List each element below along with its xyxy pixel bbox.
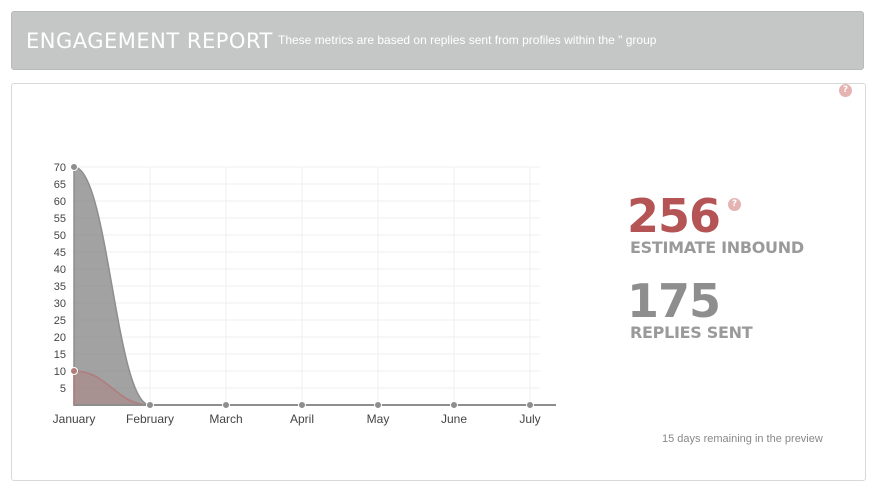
chart-labels: 5 10 15 20 25 30 35 40 45 50 55 60 65 70 January Februa…: [53, 162, 541, 426]
y-tick-label: 35: [54, 281, 66, 293]
y-tick-label: 50: [54, 230, 66, 242]
data-point: [146, 401, 154, 409]
y-tick-label: 65: [54, 179, 66, 191]
report-header: ENGAGEMENT REPORT These metrics are base…: [11, 11, 864, 70]
estimate-help-icon[interactable]: ?: [728, 198, 741, 211]
y-tick-label: 30: [54, 298, 66, 310]
y-tick-label: 60: [54, 196, 66, 208]
x-tick-label: July: [519, 412, 540, 426]
help-icon[interactable]: ?: [839, 84, 852, 97]
y-tick-label: 15: [54, 349, 66, 361]
data-point: [298, 401, 306, 409]
x-tick-label: January: [53, 412, 96, 426]
y-tick-label: 5: [60, 383, 66, 395]
page-subtitle: These metrics are based on replies sent …: [278, 33, 657, 47]
chart-grid: [73, 166, 540, 405]
y-tick-label: 10: [54, 366, 66, 378]
x-tick-label: April: [290, 412, 314, 426]
chart-points: [70, 163, 534, 409]
y-tick-label: 55: [54, 213, 66, 225]
replies-sent-value: 175: [627, 274, 721, 328]
data-point: [374, 401, 382, 409]
replies-sent-label: REPLIES SENT: [630, 323, 753, 342]
x-tick-label: May: [367, 412, 390, 426]
data-point: [70, 367, 78, 375]
data-point: [222, 401, 230, 409]
preview-remaining-note: 15 days remaining in the preview: [662, 433, 823, 445]
data-point: [450, 401, 458, 409]
x-tick-label: June: [441, 412, 467, 426]
y-tick-label: 70: [54, 162, 66, 174]
y-tick-label: 20: [54, 332, 66, 344]
estimate-inbound-value: 256: [627, 189, 721, 243]
x-tick-label: March: [209, 412, 242, 426]
y-tick-label: 25: [54, 315, 66, 327]
y-tick-label: 40: [54, 264, 66, 276]
report-panel: [11, 83, 866, 481]
data-point: [70, 163, 78, 171]
x-tick-label: February: [126, 412, 174, 426]
page-title: ENGAGEMENT REPORT: [26, 29, 273, 53]
estimate-inbound-label: ESTIMATE INBOUND: [630, 238, 804, 257]
data-point: [526, 401, 534, 409]
y-tick-label: 45: [54, 247, 66, 259]
